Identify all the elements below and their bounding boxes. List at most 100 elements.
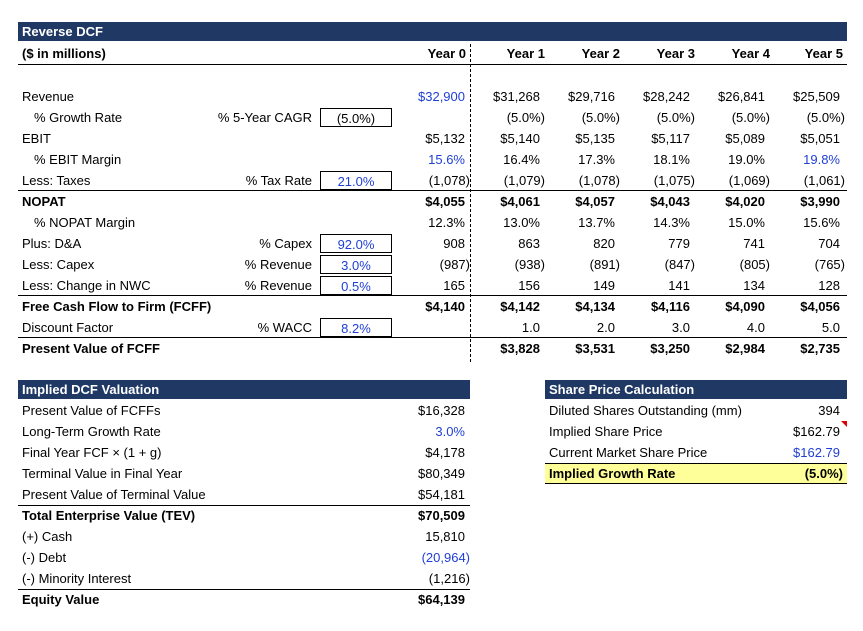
share-label-market-price[interactable]: Current Market Share Price [549, 445, 708, 460]
da-year-0[interactable]: 908 [443, 236, 465, 251]
valuation-value-final-fcf[interactable]: $4,178 [425, 445, 465, 460]
taxes-year-1[interactable]: (1,079) [503, 173, 545, 188]
ebit-year-0[interactable]: $5,132 [425, 131, 465, 146]
row-label-ebit[interactable]: EBIT [22, 131, 51, 146]
nopat-year-4[interactable]: $4,020 [725, 194, 765, 209]
revenue-year-1[interactable]: $31,268 [493, 89, 540, 104]
revenue-year-5[interactable]: $25,509 [793, 89, 840, 104]
da-year-5[interactable]: 704 [818, 236, 840, 251]
row-label-ebit-margin[interactable]: % EBIT Margin [34, 152, 122, 167]
taxes-year-5[interactable]: (1,061) [803, 173, 845, 188]
growth-year-5[interactable]: (5.0%) [806, 110, 845, 125]
taxes-year-0[interactable]: (1,078) [428, 173, 470, 188]
pv-fcff-year-2[interactable]: $3,531 [575, 341, 615, 356]
row-label-pv-fcff[interactable]: Present Value of FCFF [22, 341, 160, 356]
fcff-year-4[interactable]: $4,090 [725, 299, 765, 314]
capex-year-0[interactable]: (987) [439, 257, 470, 272]
nwc-year-0[interactable]: 165 [443, 278, 465, 293]
wacc-input[interactable]: 8.2% [320, 318, 392, 337]
taxes-year-2[interactable]: (1,078) [578, 173, 620, 188]
row-label-nopat-margin[interactable]: % NOPAT Margin [34, 215, 136, 230]
row-label-growth-rate[interactable]: % Growth Rate [34, 110, 123, 125]
year-1-header[interactable]: Year 1 [506, 46, 545, 61]
nwc-year-1[interactable]: 156 [518, 278, 540, 293]
taxes-year-4[interactable]: (1,069) [728, 173, 770, 188]
pv-fcff-year-4[interactable]: $2,984 [725, 341, 765, 356]
discount-year-2[interactable]: 2.0 [596, 320, 615, 335]
pv-fcff-year-5[interactable]: $2,735 [800, 341, 840, 356]
year-4-header[interactable]: Year 4 [731, 46, 770, 61]
fcff-year-5[interactable]: $4,056 [800, 299, 840, 314]
share-value-implied-growth[interactable]: (5.0%) [804, 466, 843, 481]
ebit-margin-year-1[interactable]: 16.4% [503, 152, 540, 167]
valuation-value-equity[interactable]: $64,139 [418, 592, 465, 607]
ebit-margin-year-5[interactable]: 19.8% [803, 152, 840, 167]
year-5-header[interactable]: Year 5 [804, 46, 843, 61]
da-year-2[interactable]: 820 [593, 236, 615, 251]
nopat-year-1[interactable]: $4,061 [500, 194, 540, 209]
capex-year-2[interactable]: (891) [589, 257, 620, 272]
growth-year-4[interactable]: (5.0%) [731, 110, 770, 125]
valuation-label-tev[interactable]: Total Enterprise Value (TEV) [22, 508, 196, 523]
pv-fcff-year-3[interactable]: $3,250 [650, 341, 690, 356]
da-year-1[interactable]: 863 [518, 236, 540, 251]
valuation-value-cash[interactable]: 15,810 [425, 529, 465, 544]
row-label-da[interactable]: Plus: D&A [22, 236, 82, 251]
revenue-year-4[interactable]: $26,841 [718, 89, 765, 104]
capex-year-4[interactable]: (805) [739, 257, 770, 272]
cagr-input[interactable]: (5.0%) [320, 108, 392, 127]
ebit-margin-year-3[interactable]: 18.1% [653, 152, 690, 167]
row-label-nwc[interactable]: Less: Change in NWC [22, 278, 151, 293]
ebit-margin-year-0[interactable]: 15.6% [428, 152, 465, 167]
da-pct-capex-input[interactable]: 92.0% [320, 234, 392, 253]
da-year-4[interactable]: 741 [743, 236, 765, 251]
discount-year-5[interactable]: 5.0 [821, 320, 840, 335]
share-label-implied-growth[interactable]: Implied Growth Rate [549, 466, 676, 481]
taxes-year-3[interactable]: (1,075) [653, 173, 695, 188]
year-3-header[interactable]: Year 3 [656, 46, 695, 61]
discount-year-4[interactable]: 4.0 [746, 320, 765, 335]
nopat-margin-year-0[interactable]: 12.3% [428, 215, 465, 230]
share-label-implied-price[interactable]: Implied Share Price [549, 424, 663, 439]
fcff-year-1[interactable]: $4,142 [500, 299, 540, 314]
discount-year-3[interactable]: 3.0 [671, 320, 690, 335]
row-label-discount-factor[interactable]: Discount Factor [22, 320, 114, 335]
growth-year-1[interactable]: (5.0%) [506, 110, 545, 125]
row-label-taxes[interactable]: Less: Taxes [22, 173, 91, 188]
nwc-pct-revenue-input[interactable]: 0.5% [320, 276, 392, 295]
nopat-year-2[interactable]: $4,057 [575, 194, 615, 209]
da-year-3[interactable]: 779 [668, 236, 690, 251]
capex-pct-revenue-input[interactable]: 3.0% [320, 255, 392, 274]
revenue-year-3[interactable]: $28,242 [643, 89, 690, 104]
comment-indicator-icon[interactable] [841, 421, 847, 427]
row-label-fcff[interactable]: Free Cash Flow to Firm (FCFF) [22, 299, 212, 314]
valuation-label-terminal-value[interactable]: Terminal Value in Final Year [22, 466, 183, 481]
ebit-margin-year-2[interactable]: 17.3% [578, 152, 615, 167]
capex-year-3[interactable]: (847) [664, 257, 695, 272]
tax-rate-input[interactable]: 21.0% [320, 171, 392, 190]
nwc-year-4[interactable]: 134 [743, 278, 765, 293]
revenue-year-0[interactable]: $32,900 [418, 89, 465, 104]
nopat-year-0[interactable]: $4,055 [425, 194, 465, 209]
valuation-label-cash[interactable]: (+) Cash [22, 529, 73, 544]
capex-year-1[interactable]: (938) [514, 257, 545, 272]
ebit-year-4[interactable]: $5,089 [725, 131, 765, 146]
year-0-header[interactable]: Year 0 [427, 46, 466, 61]
growth-year-2[interactable]: (5.0%) [581, 110, 620, 125]
discount-year-1[interactable]: 1.0 [521, 320, 540, 335]
valuation-value-pv-fcffs[interactable]: $16,328 [418, 403, 465, 418]
capex-year-5[interactable]: (765) [814, 257, 845, 272]
valuation-value-tev[interactable]: $70,509 [418, 508, 465, 523]
nopat-margin-year-1[interactable]: 13.0% [503, 215, 540, 230]
ebit-margin-year-4[interactable]: 19.0% [728, 152, 765, 167]
nwc-year-2[interactable]: 149 [593, 278, 615, 293]
ebit-year-5[interactable]: $5,051 [800, 131, 840, 146]
share-label-diluted-shares[interactable]: Diluted Shares Outstanding (mm) [549, 403, 742, 418]
nwc-year-3[interactable]: 141 [668, 278, 690, 293]
nopat-margin-year-2[interactable]: 13.7% [578, 215, 615, 230]
valuation-label-pv-tv[interactable]: Present Value of Terminal Value [22, 487, 206, 502]
valuation-value-debt[interactable]: (20,964) [421, 550, 470, 565]
row-label-revenue[interactable]: Revenue [22, 89, 75, 104]
valuation-label-pv-fcffs[interactable]: Present Value of FCFFs [22, 403, 161, 418]
nopat-margin-year-4[interactable]: 15.0% [728, 215, 765, 230]
